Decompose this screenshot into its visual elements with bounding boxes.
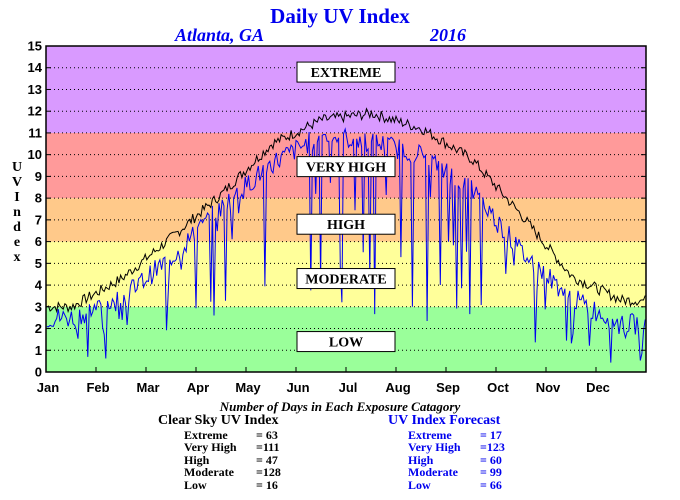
forecast-row-low: Low = 66 [408,477,502,492]
y-tick-label: 8 [35,191,42,206]
zone-label-very-high: VERY HIGH [296,156,396,178]
clear-row-moderate: Moderate =128 [184,465,281,480]
zone-label-extreme: EXTREME [296,61,396,83]
clear-row-very-high: Very High =111 [184,440,280,455]
y-tick-label: 1 [35,343,42,358]
zone-label-high: HIGH [296,213,396,235]
x-ticks: Jan Feb Mar Apr May Jun Jul Aug Sep Oct Nov Dec [37,367,610,395]
forecast-row-very-high: Very High =123 [408,440,505,455]
zone-label-low: LOW [296,331,396,353]
x-tick-label: Feb [86,380,109,395]
forecast-row-moderate: Moderate = 99 [408,465,502,480]
svg-text:VERY HIGH: VERY HIGH [306,161,386,176]
svg-text:HIGH: HIGH [327,218,365,233]
forecast-title: UV Index Forecast [388,413,501,428]
x-tick-label: Sep [436,380,460,395]
x-tick-label: Aug [385,380,410,395]
location-label: Atlanta, GA [175,25,265,45]
y-tick-label: 11 [28,125,42,140]
x-tick-label: Jan [37,380,59,395]
x-tick-label: Dec [586,380,610,395]
series-layer [46,107,646,363]
y-tick-label: 6 [35,234,42,249]
y-tick-label: 12 [28,104,42,119]
y-tick-label: 0 [35,365,42,380]
y-tick-label: 14 [28,60,43,75]
y-tick-label: 5 [35,256,42,271]
x-tick-label: May [235,380,261,395]
series-line-clear-sky [46,107,646,314]
clear-sky-title: Clear Sky UV Index [158,413,279,428]
y-tick-label: 2 [35,321,42,336]
x-tick-label: Jul [339,380,358,395]
y-tick-label: 4 [35,278,43,293]
forecast-counts: Extreme = 17 Very High =123 High = 60 Moder… [408,429,520,491]
clear-row-extreme: Extreme = 63 [184,428,278,442]
clear-row-high: High = 47 [184,452,278,467]
year-label: 2016 [430,25,466,45]
series-line-forecast [46,127,646,363]
chart-title: Daily UV Index [270,4,410,28]
x-tick-label: Mar [136,380,159,395]
y-tick-label: 3 [35,299,42,314]
svg-text:MODERATE: MODERATE [305,273,386,288]
zone-label-moderate: MODERATE [296,268,396,290]
svg-text:EXTREME: EXTREME [311,66,382,81]
y-tick-label: 7 [35,212,42,227]
y-tick-label: 10 [28,147,42,162]
svg-text:LOW: LOW [329,336,363,351]
forecast-row-extreme: Extreme = 17 [408,428,502,442]
y-tick-label: 9 [35,169,42,184]
x-tick-label: Nov [536,380,561,395]
zones-layer [46,46,646,372]
x-tick-label: Apr [187,380,209,395]
zone-labels: LOW MODERATE HIGH VERY HIGH EXTREME [296,61,396,353]
clear-sky-counts: Extreme = 63 Very High =111 High = 47 Moder… [184,429,296,491]
counts-title: Number of Days in Each Exposure Catagory [219,399,461,414]
x-tick-label: Oct [487,380,509,395]
x-tick-label: Jun [286,380,309,395]
y-tick-label: 15 [28,39,42,54]
clear-row-low: Low = 16 [184,477,278,492]
y-tick-label: 13 [28,82,42,97]
forecast-row-high: High = 60 [408,452,502,467]
